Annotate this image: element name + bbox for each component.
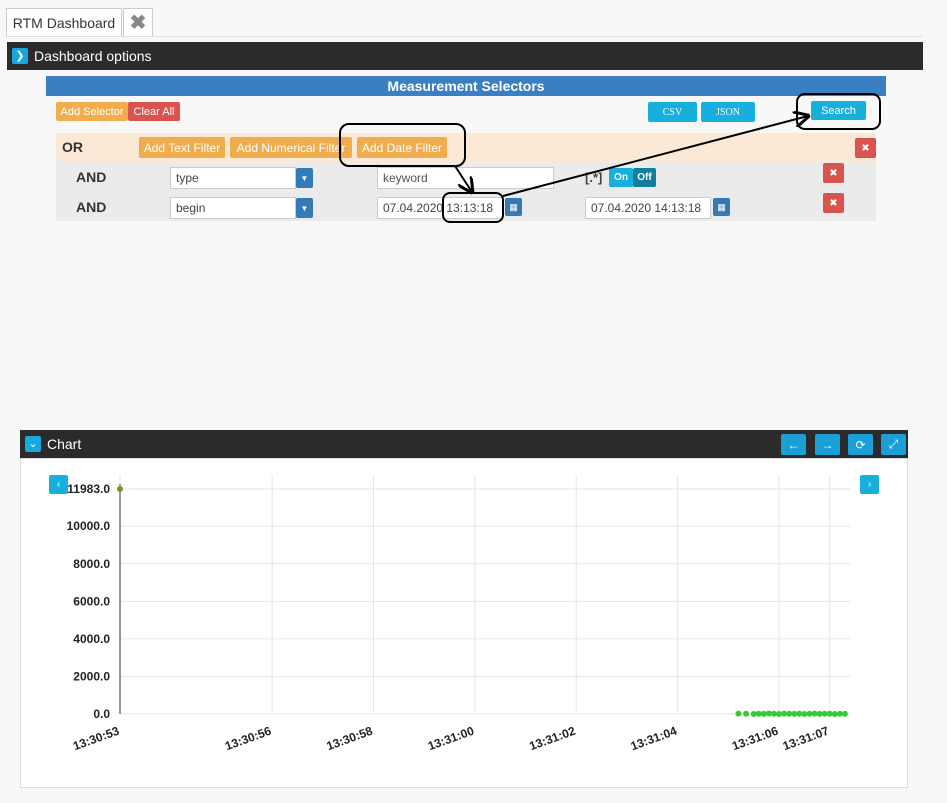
add-numerical-filter[interactable]: Add Numerical Filter xyxy=(230,137,352,158)
tab-line xyxy=(6,36,922,37)
y-tick-label: 8000.0 xyxy=(73,557,110,571)
tab-close[interactable]: ✖ xyxy=(123,8,153,37)
point xyxy=(821,710,828,717)
point xyxy=(791,710,798,717)
x-tick-label: 13:31:02 xyxy=(527,724,577,754)
field-select[interactable]: type xyxy=(170,167,296,189)
point xyxy=(806,710,813,717)
point xyxy=(743,710,750,717)
y-tick-label: 2000.0 xyxy=(73,669,110,683)
point xyxy=(786,710,793,717)
tab[interactable]: RTM Dashboard xyxy=(6,8,122,37)
point xyxy=(836,710,843,717)
point xyxy=(831,711,838,717)
y-tick-label: 4000.0 xyxy=(73,632,110,646)
calendar[interactable]: ▦ xyxy=(505,198,522,216)
x-tick-label: 13:30:53 xyxy=(71,724,121,754)
forward[interactable]: → xyxy=(815,434,840,455)
point xyxy=(735,710,742,717)
point xyxy=(801,711,808,717)
to-date[interactable]: 07.04.2020 14:13:18 xyxy=(585,197,711,219)
refresh[interactable]: ⟳ xyxy=(848,434,873,455)
point xyxy=(811,710,818,717)
point xyxy=(826,710,833,717)
y-tick-label: 0.0 xyxy=(93,707,110,721)
point xyxy=(841,710,848,717)
point xyxy=(776,711,783,717)
back[interactable]: ← xyxy=(781,434,806,455)
chart-panel-title: Chart xyxy=(47,436,82,452)
y-tick-label: 6000.0 xyxy=(73,594,110,608)
dropdown[interactable]: ▼ xyxy=(296,198,313,218)
x-tick-label: 13:30:56 xyxy=(223,724,273,754)
calendar[interactable]: ▦ xyxy=(713,198,730,216)
remove-row[interactable]: ✖ xyxy=(823,193,844,213)
chart-area xyxy=(20,458,908,788)
x-tick-label: 13:31:04 xyxy=(629,724,679,754)
y-tick-label: 10000.0 xyxy=(67,519,111,533)
point xyxy=(750,711,757,717)
point xyxy=(765,710,772,717)
expand[interactable]: ⤢ xyxy=(881,434,906,455)
point xyxy=(117,486,123,492)
point xyxy=(755,710,762,717)
and-label: AND xyxy=(76,199,107,215)
point xyxy=(770,710,777,717)
options-bar[interactable]: ❯ Dashboard options xyxy=(7,42,923,70)
point xyxy=(816,710,823,717)
field-select[interactable]: begin xyxy=(170,197,296,219)
options-title: Dashboard options xyxy=(34,48,152,64)
remove-or[interactable]: ✖ xyxy=(855,138,876,158)
or-label: OR xyxy=(62,139,83,155)
icon: ⌄ xyxy=(25,436,41,452)
and-label: AND xyxy=(76,169,107,185)
nav-right[interactable]: › xyxy=(860,475,879,494)
x-tick-label: 13:31:00 xyxy=(426,724,476,754)
x-tick-label: 13:31:07 xyxy=(781,724,831,754)
remove-row[interactable]: ✖ xyxy=(823,163,844,183)
selectors-title: Measurement Selectors xyxy=(387,78,545,94)
icon: ❯ xyxy=(12,48,28,64)
dropdown[interactable]: ▼ xyxy=(296,168,313,188)
chart-bar[interactable]: ⌄ Chart xyxy=(20,430,908,458)
clear-all[interactable]: Clear All xyxy=(128,102,180,121)
x-tick-label: 13:31:06 xyxy=(730,724,780,754)
add-text-filter[interactable]: Add Text Filter xyxy=(139,137,225,158)
add-selector[interactable]: Add Selector xyxy=(56,102,128,121)
nav-left[interactable]: ‹ xyxy=(49,475,68,494)
point xyxy=(760,710,767,717)
x-tick-label: 13:30:58 xyxy=(325,724,375,754)
point xyxy=(796,710,803,717)
point xyxy=(781,710,788,717)
selectors-header: Measurement Selectors xyxy=(46,76,886,96)
y-tick-label: 11983.0 xyxy=(67,482,110,496)
tab-title: RTM Dashboard xyxy=(12,15,116,31)
